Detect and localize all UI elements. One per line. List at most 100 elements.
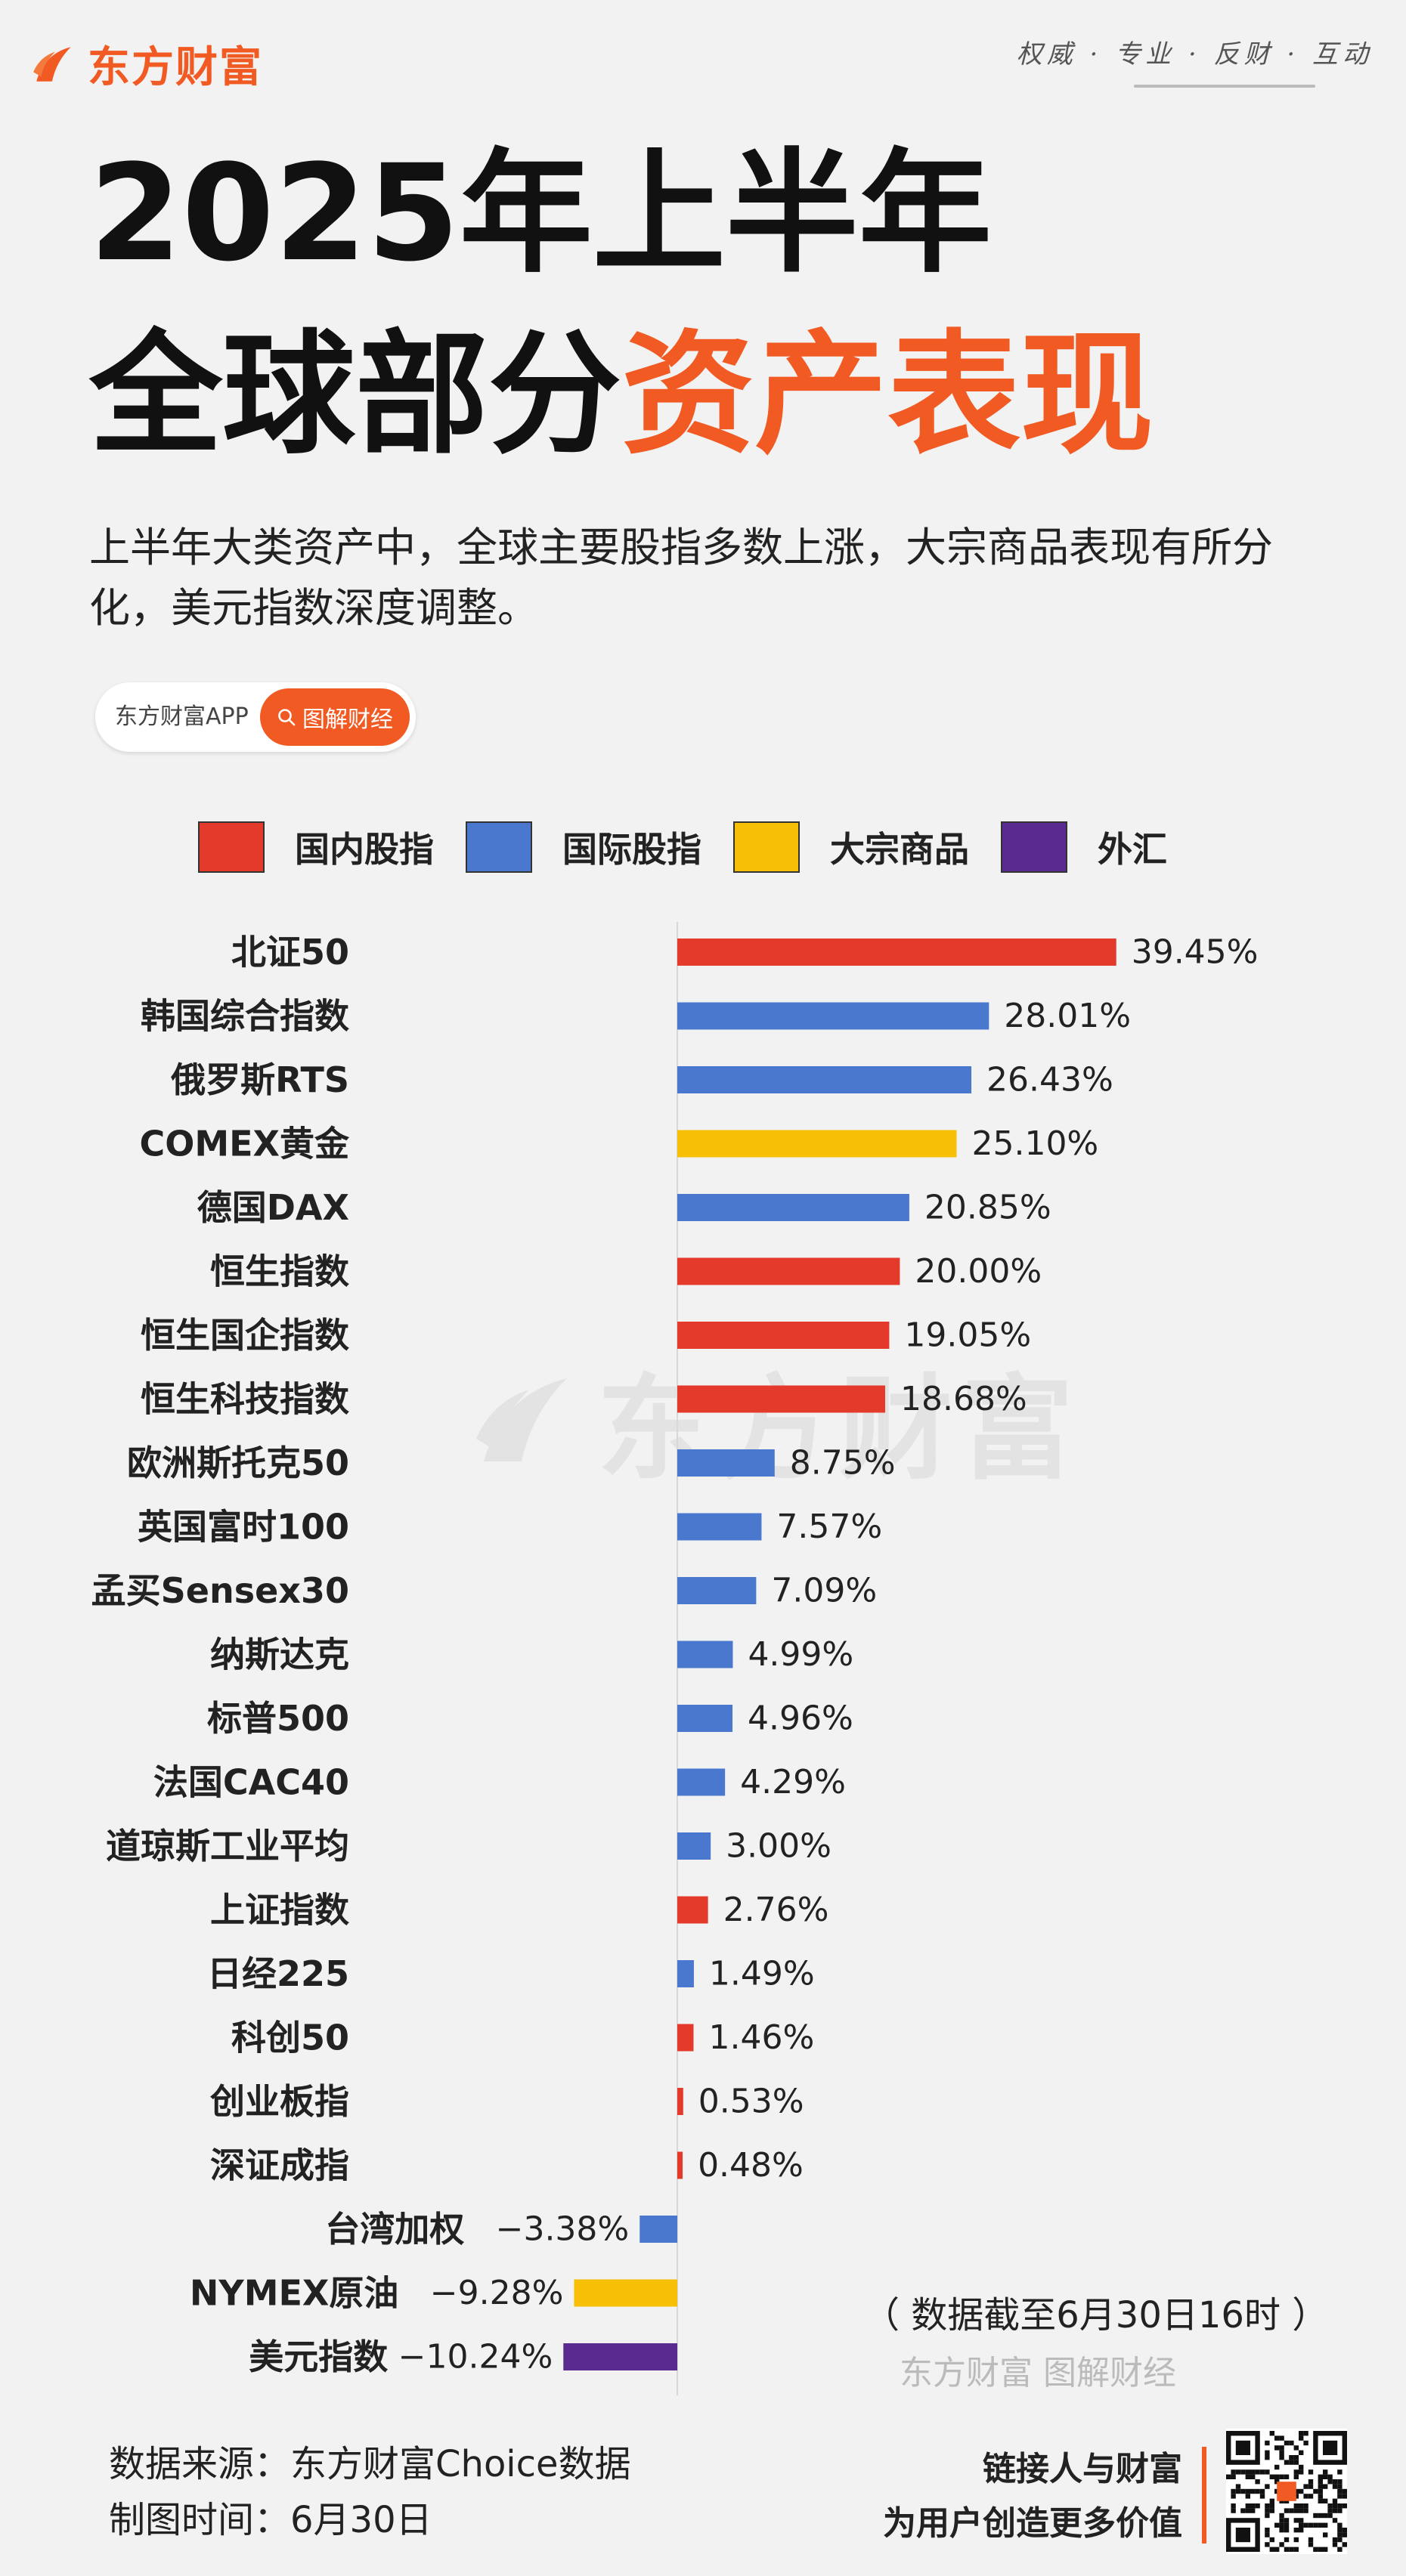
brand-name: 东方财富 <box>88 43 263 92</box>
value-label-16: 1.49% <box>709 1955 815 1993</box>
brand-logo-icon <box>33 46 71 82</box>
header: 东方财富 权威 · 专业 · 反财 · 互动 <box>0 0 1406 121</box>
category-label-9: 英国富时100 <box>138 1507 349 1548</box>
bar-12 <box>677 1705 733 1732</box>
footer-slogan: 链接人与财富 为用户创造更多价值 <box>883 2442 1182 2551</box>
search-button[interactable]: 图解财经 <box>260 688 410 746</box>
category-label-5: 恒生指数 <box>210 1251 349 1292</box>
category-label-6: 恒生国企指数 <box>141 1315 349 1356</box>
legend-item-international: 国际股指 <box>466 821 701 873</box>
bar-14 <box>677 1832 711 1860</box>
bar-1 <box>677 1002 989 1030</box>
category-label-7: 恒生科技指数 <box>141 1379 349 1420</box>
bar-16 <box>677 1960 694 1987</box>
legend-swatch-fx <box>1001 821 1067 873</box>
search-icon <box>278 709 296 726</box>
search-pill[interactable]: 东方财富APP 图解财经 <box>95 682 416 752</box>
value-label-11: 4.99% <box>748 1635 853 1674</box>
title-line-2-plain: 全球部分 <box>89 317 622 472</box>
category-label-21: NYMEX原油 <box>190 2273 398 2314</box>
bar-4 <box>677 1194 909 1221</box>
search-app-label: 东方财富APP <box>115 704 249 730</box>
data-cutoff-note: （ 数据截至6月30日16时 ） <box>863 2294 1329 2336</box>
category-label-13: 法国CAC40 <box>153 1762 349 1803</box>
category-label-2: 俄罗斯RTS <box>170 1059 349 1100</box>
bar-chart: 北证50 39.45% 韩国综合指数 28.01% 俄罗斯RTS 26.43% COMEX黄… <box>91 922 1259 2395</box>
brand-logo[interactable]: 东方财富 <box>30 33 263 94</box>
bar-9 <box>677 1513 762 1541</box>
value-label-1: 28.01% <box>1004 997 1131 1035</box>
legend-item-domestic: 国内股指 <box>198 821 434 873</box>
value-label-0: 39.45% <box>1132 933 1259 972</box>
title-line-2-highlight: 资产表现 <box>621 317 1154 472</box>
bar-18 <box>677 2088 683 2115</box>
bar-6 <box>677 1322 890 1349</box>
legend-swatch-international <box>466 821 532 873</box>
bar-7 <box>677 1385 885 1413</box>
chart-legend: 国内股指 国际股指 大宗商品 外汇 <box>198 817 1199 877</box>
value-label-9: 7.57% <box>776 1508 882 1546</box>
small-watermark: 东方财富 图解财经 <box>900 2354 1176 2392</box>
qr-code-icon[interactable] <box>1226 2429 1347 2554</box>
legend-label-fx: 外汇 <box>1098 829 1167 870</box>
bar-11 <box>677 1641 733 1668</box>
value-label-12: 4.96% <box>748 1699 853 1738</box>
title-line-2: 全球部分资产表现 <box>89 329 1154 462</box>
footer-slogan-line-2: 为用户创造更多价值 <box>883 2504 1182 2543</box>
bar-5 <box>677 1257 900 1285</box>
bar-22 <box>563 2343 677 2370</box>
category-label-12: 标普500 <box>207 1698 349 1739</box>
legend-swatch-commodity <box>733 821 800 873</box>
value-label-7: 18.68% <box>900 1380 1027 1418</box>
bar-15 <box>677 1896 708 1924</box>
footer-divider <box>1202 2447 1206 2544</box>
legend-item-commodity: 大宗商品 <box>733 821 969 873</box>
bar-10 <box>677 1577 757 1604</box>
bar-19 <box>677 2151 683 2179</box>
chart-time: 制图时间：6月30日 <box>109 2499 432 2541</box>
slogan-underline <box>1134 85 1315 88</box>
value-label-3: 25.10% <box>971 1124 1098 1163</box>
value-label-18: 0.53% <box>698 2083 804 2121</box>
category-label-10: 孟买Sensex30 <box>91 1570 349 1611</box>
value-label-19: 0.48% <box>698 2146 804 2185</box>
bar-3 <box>677 1130 957 1158</box>
category-label-0: 北证50 <box>231 932 349 973</box>
bar-17 <box>677 2024 694 2052</box>
value-label-4: 20.85% <box>924 1189 1051 1227</box>
bar-21 <box>574 2279 677 2307</box>
category-label-1: 韩国综合指数 <box>141 996 349 1037</box>
category-label-19: 深证成指 <box>210 2145 349 2186</box>
legend-swatch-domestic <box>198 821 265 873</box>
category-label-18: 创业板指 <box>210 2081 349 2122</box>
value-label-15: 2.76% <box>723 1891 829 1929</box>
category-label-11: 纳斯达克 <box>210 1634 349 1675</box>
description: 上半年大类资产中，全球主要股指多数上涨，大宗商品表现有所分化，美元指数深度调整。 <box>89 524 1273 632</box>
category-label-14: 道琼斯工业平均 <box>106 1826 349 1866</box>
footer-slogan-line-1: 链接人与财富 <box>983 2450 1182 2488</box>
category-label-3: COMEX黄金 <box>139 1124 350 1164</box>
value-label-17: 1.46% <box>708 2018 814 2057</box>
value-label-21: −9.28% <box>430 2274 564 2312</box>
value-label-10: 7.09% <box>771 1572 877 1610</box>
category-label-20: 台湾加权 <box>325 2209 464 2250</box>
bar-2 <box>677 1066 972 1093</box>
legend-label-commodity: 大宗商品 <box>830 829 969 870</box>
value-label-13: 4.29% <box>740 1763 846 1801</box>
legend-label-domestic: 国内股指 <box>295 829 434 870</box>
value-label-5: 20.00% <box>915 1252 1042 1291</box>
category-label-8: 欧洲斯托克50 <box>127 1443 349 1483</box>
category-label-17: 科创50 <box>231 2018 349 2058</box>
value-label-6: 19.05% <box>904 1316 1031 1355</box>
category-label-4: 德国DAX <box>197 1187 349 1228</box>
category-label-16: 日经225 <box>207 1953 349 1994</box>
bar-13 <box>677 1768 726 1796</box>
legend-label-international: 国际股指 <box>562 829 701 870</box>
value-label-2: 26.43% <box>986 1061 1113 1099</box>
value-label-8: 8.75% <box>790 1444 896 1483</box>
value-label-14: 3.00% <box>726 1827 832 1866</box>
bar-8 <box>677 1449 775 1477</box>
brand-slogan: 权威 · 专业 · 反财 · 互动 <box>1016 39 1373 70</box>
value-label-20: −3.38% <box>496 2210 630 2249</box>
footer-info: 数据来源：东方财富Choice数据 制图时间：6月30日 <box>109 2436 631 2548</box>
